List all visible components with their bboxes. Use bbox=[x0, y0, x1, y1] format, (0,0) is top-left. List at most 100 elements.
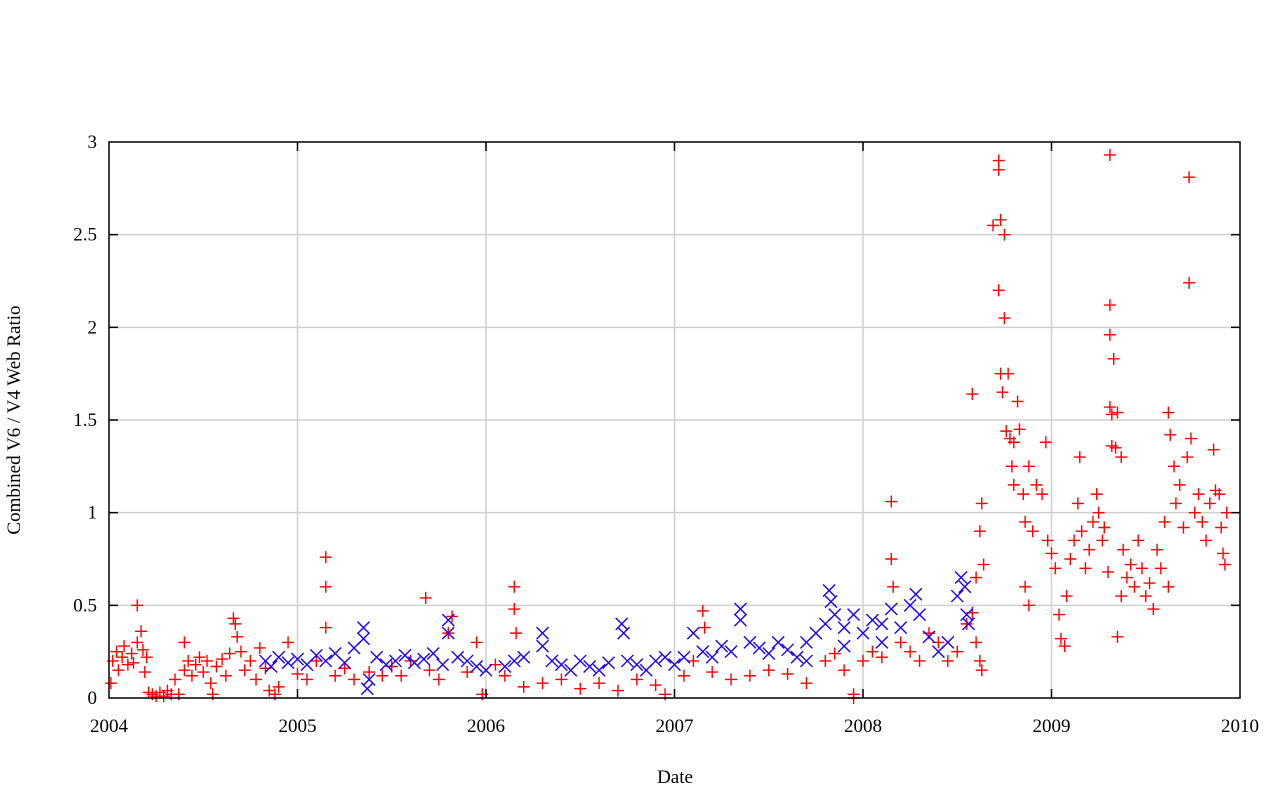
data-point bbox=[1215, 521, 1228, 534]
data-point bbox=[1030, 478, 1043, 491]
data-point bbox=[210, 660, 223, 673]
data-point bbox=[127, 656, 140, 669]
data-point bbox=[1036, 488, 1049, 501]
data-point bbox=[470, 636, 483, 649]
data-point bbox=[887, 580, 900, 593]
data-point bbox=[1124, 558, 1137, 571]
data-point bbox=[291, 667, 304, 680]
data-point bbox=[1013, 423, 1026, 436]
data-point bbox=[1086, 515, 1099, 528]
data-point bbox=[272, 650, 286, 664]
data-point bbox=[362, 672, 376, 686]
data-point bbox=[310, 654, 323, 667]
data-point bbox=[204, 677, 217, 690]
data-point bbox=[140, 651, 153, 664]
data-point bbox=[593, 677, 606, 690]
data-point bbox=[1098, 521, 1111, 534]
data-point bbox=[121, 658, 134, 671]
data-point bbox=[389, 654, 403, 668]
data-point bbox=[998, 312, 1011, 325]
data-point bbox=[1017, 488, 1030, 501]
x-tick-label: 2010 bbox=[1221, 716, 1259, 737]
data-point bbox=[231, 630, 244, 643]
data-point bbox=[423, 664, 436, 677]
data-point bbox=[975, 664, 988, 677]
data-point bbox=[135, 625, 148, 638]
data-point bbox=[376, 669, 389, 682]
data-point bbox=[1041, 534, 1054, 547]
data-point bbox=[866, 645, 879, 658]
data-point bbox=[508, 580, 521, 593]
data-point bbox=[138, 666, 151, 679]
data-point bbox=[1143, 577, 1156, 590]
data-point bbox=[960, 617, 973, 630]
data-point bbox=[451, 650, 465, 664]
data-point bbox=[417, 652, 431, 666]
data-point bbox=[282, 636, 295, 649]
data-point bbox=[479, 663, 493, 677]
data-point bbox=[356, 621, 370, 635]
data-point bbox=[617, 626, 631, 640]
data-point bbox=[116, 651, 129, 664]
data-point bbox=[216, 653, 229, 666]
data-point bbox=[1019, 580, 1032, 593]
data-point bbox=[875, 635, 889, 649]
data-point bbox=[136, 643, 149, 656]
data-point bbox=[1007, 478, 1020, 491]
data-point bbox=[436, 658, 450, 672]
data-point bbox=[950, 589, 964, 603]
data-point bbox=[1058, 640, 1071, 653]
data-point bbox=[1090, 488, 1103, 501]
data-point bbox=[941, 654, 954, 667]
data-point bbox=[178, 636, 191, 649]
data-point bbox=[781, 667, 794, 680]
data-point bbox=[1071, 497, 1084, 510]
y-tick-label: 3 bbox=[88, 132, 98, 153]
data-point bbox=[875, 651, 888, 664]
data-point bbox=[281, 656, 295, 670]
data-point bbox=[253, 641, 266, 654]
data-point bbox=[1168, 460, 1181, 473]
data-point bbox=[1039, 436, 1052, 449]
data-point bbox=[545, 654, 559, 668]
data-point bbox=[363, 666, 376, 679]
data-point bbox=[658, 650, 672, 664]
x-tick-label: 2005 bbox=[279, 716, 317, 737]
y-tick-label: 2.5 bbox=[73, 225, 97, 246]
data-point bbox=[395, 669, 408, 682]
data-point bbox=[379, 658, 393, 672]
data-point bbox=[1053, 608, 1066, 621]
data-point bbox=[319, 580, 332, 593]
data-point bbox=[1203, 497, 1216, 510]
data-point bbox=[1000, 425, 1013, 438]
x-tick-label: 2004 bbox=[90, 716, 129, 737]
data-point bbox=[555, 673, 568, 686]
data-point bbox=[696, 645, 710, 659]
data-point bbox=[419, 591, 432, 604]
data-point bbox=[970, 571, 983, 584]
data-point bbox=[131, 636, 144, 649]
data-point bbox=[649, 679, 662, 692]
data-point bbox=[800, 677, 813, 690]
data-point bbox=[922, 630, 936, 644]
x-tick-label: 2006 bbox=[467, 716, 505, 737]
data-point bbox=[498, 659, 512, 673]
data-point bbox=[1173, 478, 1186, 491]
data-point bbox=[970, 636, 983, 649]
data-point bbox=[309, 648, 323, 662]
data-point bbox=[1064, 553, 1077, 565]
data-point bbox=[725, 673, 738, 686]
data-point bbox=[1049, 562, 1062, 575]
data-point bbox=[819, 654, 832, 667]
data-point bbox=[227, 612, 240, 625]
data-point bbox=[885, 495, 898, 508]
data-point bbox=[1196, 515, 1209, 528]
data-point bbox=[1117, 543, 1130, 556]
data-point bbox=[837, 621, 851, 635]
data-point bbox=[319, 551, 332, 564]
data-point bbox=[1181, 451, 1194, 464]
data-point bbox=[987, 219, 1000, 232]
data-point bbox=[168, 673, 181, 686]
data-point bbox=[894, 636, 907, 649]
data-point bbox=[291, 652, 304, 666]
